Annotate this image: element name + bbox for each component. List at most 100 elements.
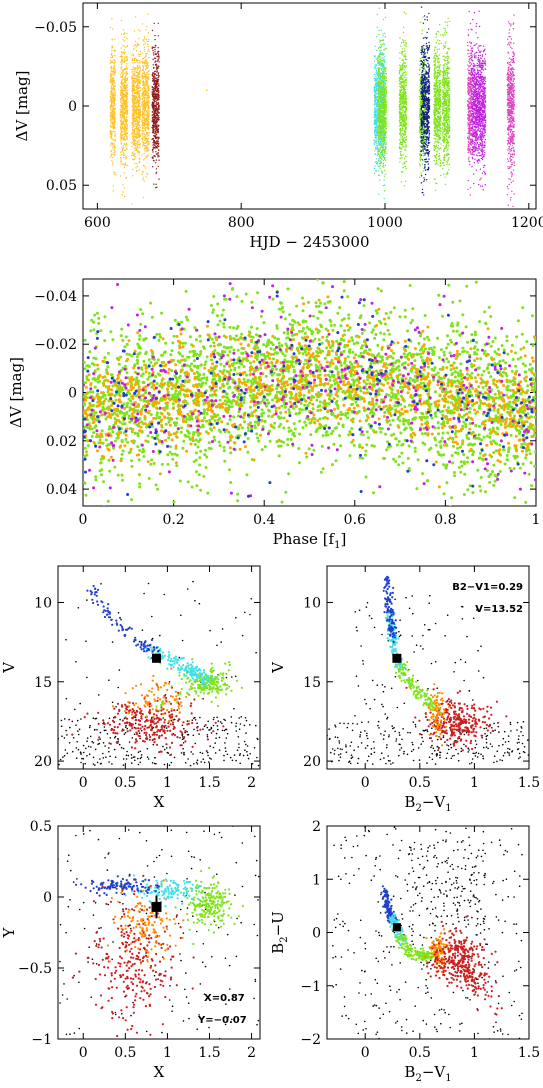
data-point bbox=[132, 54, 135, 57]
data-point bbox=[378, 33, 380, 36]
data-point bbox=[122, 103, 125, 105]
data-point bbox=[136, 170, 138, 172]
data-point bbox=[419, 21, 422, 24]
data-point bbox=[155, 159, 158, 161]
data-point bbox=[113, 105, 115, 107]
data-point bbox=[153, 78, 155, 81]
data-point bbox=[399, 123, 401, 125]
data-point bbox=[141, 145, 144, 147]
data-point bbox=[143, 91, 145, 93]
data-point bbox=[402, 72, 404, 75]
data-point bbox=[142, 72, 144, 74]
data-point bbox=[142, 136, 145, 138]
data-point bbox=[382, 159, 385, 162]
data-point bbox=[131, 92, 134, 95]
data-point bbox=[385, 88, 387, 90]
data-point bbox=[157, 53, 160, 56]
data-point bbox=[157, 131, 159, 133]
data-point bbox=[385, 91, 387, 94]
data-point bbox=[379, 142, 381, 144]
data-point bbox=[110, 80, 113, 83]
data-point bbox=[403, 61, 405, 63]
data-point bbox=[111, 60, 113, 63]
data-point bbox=[122, 117, 125, 120]
data-point bbox=[121, 98, 124, 100]
data-point bbox=[138, 131, 140, 133]
data-point bbox=[144, 79, 147, 81]
data-point bbox=[124, 36, 126, 38]
data-point bbox=[400, 171, 402, 173]
data-point bbox=[144, 129, 147, 131]
data-point bbox=[155, 85, 158, 87]
data-point bbox=[124, 133, 126, 135]
data-point bbox=[153, 77, 155, 79]
data-point bbox=[374, 102, 377, 104]
data-point bbox=[110, 65, 113, 68]
data-point bbox=[152, 111, 154, 113]
data-point bbox=[120, 47, 122, 49]
data-point bbox=[126, 148, 128, 150]
data-point bbox=[111, 138, 113, 140]
data-point bbox=[121, 124, 123, 126]
data-point bbox=[137, 147, 139, 149]
data-point bbox=[143, 139, 145, 141]
data-point bbox=[114, 60, 116, 62]
data-point bbox=[401, 101, 403, 103]
data-point bbox=[139, 143, 141, 145]
data-point bbox=[120, 160, 122, 162]
data-point bbox=[125, 85, 128, 87]
data-point bbox=[156, 92, 158, 95]
data-point bbox=[157, 65, 160, 68]
data-point bbox=[403, 83, 406, 85]
data-point bbox=[112, 115, 114, 117]
data-point bbox=[400, 75, 402, 77]
data-point bbox=[141, 127, 144, 130]
data-point bbox=[154, 80, 156, 83]
data-point bbox=[135, 115, 137, 117]
data-point bbox=[152, 87, 154, 89]
data-point bbox=[405, 105, 407, 108]
data-point bbox=[147, 48, 150, 51]
data-point bbox=[379, 83, 381, 85]
data-point bbox=[405, 86, 407, 88]
data-point bbox=[154, 116, 156, 118]
data-point bbox=[113, 152, 116, 155]
data-point bbox=[122, 87, 125, 89]
data-point bbox=[405, 79, 407, 82]
data-point bbox=[123, 60, 125, 62]
data-point bbox=[423, 110, 426, 112]
data-point bbox=[374, 66, 376, 68]
data-point bbox=[398, 71, 401, 73]
data-point bbox=[139, 111, 141, 113]
data-point bbox=[137, 94, 139, 96]
data-point bbox=[157, 87, 160, 90]
data-point bbox=[384, 72, 387, 75]
data-point bbox=[120, 66, 123, 68]
data-point bbox=[147, 107, 150, 109]
data-point bbox=[404, 62, 407, 64]
data-point bbox=[133, 30, 136, 32]
data-point bbox=[379, 92, 381, 95]
data-point bbox=[147, 137, 149, 140]
data-point bbox=[143, 119, 145, 122]
data-point bbox=[157, 52, 159, 54]
data-point bbox=[384, 70, 386, 73]
data-point bbox=[113, 74, 115, 77]
data-point bbox=[156, 186, 158, 188]
data-point bbox=[135, 47, 137, 49]
data-point bbox=[380, 150, 383, 152]
data-point bbox=[154, 132, 156, 134]
data-point bbox=[379, 91, 382, 93]
data-point bbox=[123, 49, 126, 51]
data-point bbox=[143, 180, 145, 182]
data-point bbox=[114, 151, 117, 153]
data-point bbox=[114, 85, 116, 87]
data-point bbox=[141, 133, 143, 135]
data-point bbox=[122, 69, 124, 72]
data-point bbox=[123, 125, 126, 127]
data-point bbox=[123, 128, 126, 130]
data-point bbox=[147, 117, 149, 119]
data-point bbox=[380, 110, 382, 113]
data-point bbox=[139, 51, 142, 53]
data-point bbox=[399, 135, 402, 137]
